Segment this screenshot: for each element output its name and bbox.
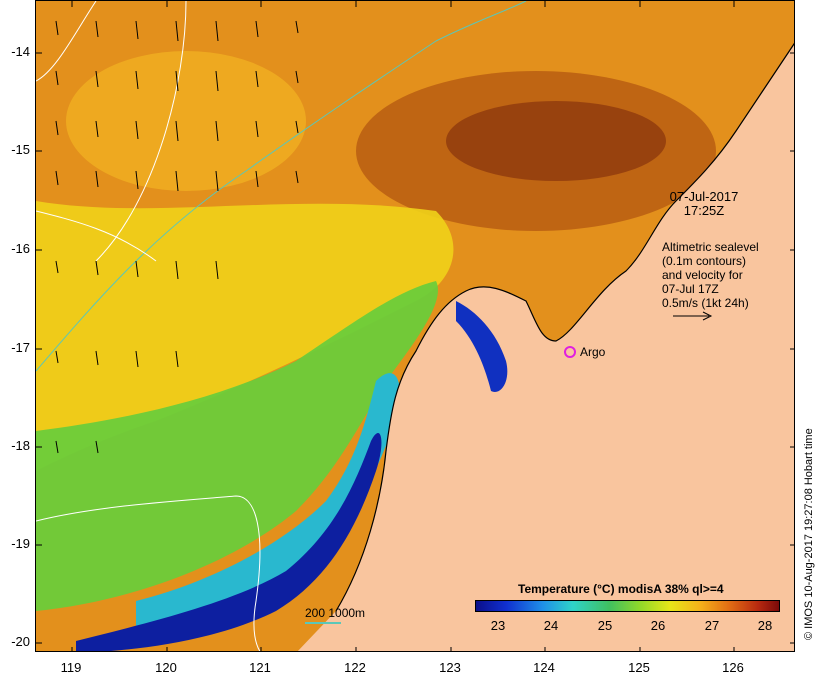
temperature-colorbar — [475, 600, 780, 612]
altimetry-note-line: (0.1m contours) — [662, 254, 747, 268]
imos-credit: © IMOS 10-Aug-2017 19:27:08 Hobart time — [803, 428, 815, 640]
lon-tick-label: 124 — [533, 660, 555, 675]
sst-map-canvas — [36, 1, 794, 651]
lat-tick-label: -16 — [11, 241, 30, 256]
colorbar-tick-label: 28 — [757, 618, 773, 633]
lat-tick-label: -18 — [11, 438, 30, 453]
altimetry-note-line: Altimetric sealevel — [662, 240, 759, 254]
colorbar-tick-label: 24 — [543, 618, 559, 633]
lat-tick-label: -19 — [11, 536, 30, 551]
lon-tick-label: 126 — [722, 660, 744, 675]
date-label: 07-Jul-2017 — [669, 189, 739, 204]
isobath-scale-label: 200 1000m — [305, 606, 366, 620]
lat-tick-label: -14 — [11, 44, 30, 59]
sst-map[interactable] — [35, 0, 795, 652]
altimetry-note-line: 0.5m/s (1kt 24h) — [662, 296, 749, 310]
isobath-scale-line — [305, 622, 341, 624]
argo-float-marker[interactable] — [564, 346, 576, 358]
sealevel-contour-1 — [95, 1, 187, 262]
coastline — [335, 42, 794, 612]
lon-tick-label: 125 — [628, 660, 650, 675]
isobath-1000m — [36, 1, 527, 372]
king-sound — [456, 301, 508, 392]
altimetry-note-line: and velocity for — [662, 268, 743, 282]
lat-tick-label: -17 — [11, 340, 30, 355]
lon-tick-label: 119 — [60, 660, 82, 675]
colorbar-tick-label: 25 — [597, 618, 613, 633]
colorbar-tick-label: 27 — [704, 618, 720, 633]
altimetry-note: Altimetric sealevel (0.1m contours) and … — [662, 240, 759, 310]
lon-tick-label: 121 — [249, 660, 271, 675]
argo-label: Argo — [580, 345, 606, 359]
sealevel-contour-4 — [36, 1, 97, 82]
lon-tick-label: 120 — [155, 660, 177, 675]
lon-tick-label: 122 — [344, 660, 366, 675]
sealevel-contour-2 — [36, 210, 157, 262]
cold-coastal-band — [76, 433, 382, 651]
yellow-band — [36, 201, 454, 471]
time-label: 17:25Z — [683, 203, 725, 218]
colorbar-tick-label: 23 — [490, 618, 506, 633]
green-band — [36, 281, 438, 611]
land-mass — [297, 44, 794, 651]
colorbar-tick-label: 26 — [650, 618, 666, 633]
lat-tick-label: -15 — [11, 142, 30, 157]
colorbar-title: Temperature (°C) modisA 38% ql>=4 — [518, 582, 724, 596]
sealevel-contour-3 — [36, 495, 261, 651]
lon-tick-label: 123 — [439, 660, 461, 675]
date-annotation: 07-Jul-2017 17:25Z — [659, 190, 749, 218]
lat-tick-label: -20 — [11, 634, 30, 649]
velocity-arrows — [55, 20, 299, 454]
altimetry-note-line: 07-Jul 17Z — [662, 282, 719, 296]
frame-ticks — [36, 1, 794, 651]
